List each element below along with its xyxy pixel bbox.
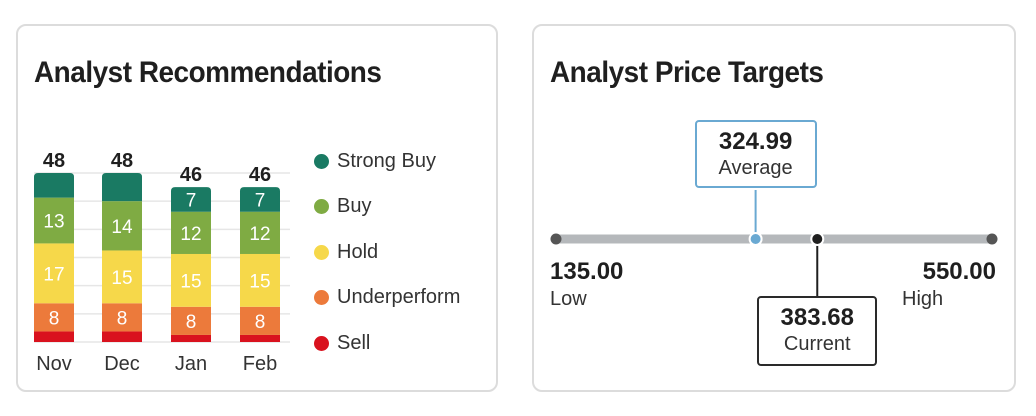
segment-value-label: 8 (255, 312, 266, 333)
legend-swatch (314, 335, 329, 351)
x-tick-label: Dec (104, 353, 140, 375)
average-marker (748, 232, 763, 246)
bar-segment-hold (34, 243, 74, 304)
current-price-box: 383.68 Current (757, 296, 878, 366)
segment-value-label: 8 (49, 308, 60, 329)
bar-total-label: 48 (43, 150, 65, 172)
bar-segment-underperform (240, 306, 280, 335)
low-marker (550, 233, 562, 245)
legend-label: Strong Buy (337, 149, 436, 172)
bar-segment-strong-buy (171, 187, 211, 212)
high-label: High (902, 288, 944, 310)
legend-item-buy: Buy (314, 183, 371, 229)
price-targets-title: Analyst Price Targets (550, 56, 824, 89)
current-value: 383.68 (780, 304, 854, 331)
bar-segment-buy (34, 197, 74, 244)
segment-value-label: 7 (186, 190, 197, 211)
bar-total-label: 46 (180, 164, 202, 186)
segment-value-label: 15 (180, 271, 201, 292)
average-value: 324.99 (718, 128, 793, 155)
recommendations-card: Analyst Recommendations 8 17 13 48 Nov 8 15 14 4… (16, 24, 498, 392)
recommendations-title: Analyst Recommendations (34, 56, 382, 89)
legend-label: Sell (337, 331, 371, 354)
bar-segment-strong-buy (240, 187, 280, 212)
x-tick-label: Nov (36, 353, 72, 375)
low-value: 135.00 (550, 258, 624, 285)
legend-label: Underperform (337, 285, 461, 308)
legend-swatch (314, 289, 329, 305)
segment-value-label: 8 (117, 308, 128, 329)
legend-label: Buy (337, 194, 372, 217)
legend-label: Hold (337, 240, 379, 263)
bar-segment-sell (171, 334, 211, 342)
current-marker (810, 232, 825, 246)
current-label: Current (783, 333, 851, 355)
bar-segment-hold (240, 253, 280, 307)
legend-item-hold: Hold (314, 229, 378, 275)
bar-segment-hold (102, 250, 142, 304)
bar-segment-buy (102, 201, 142, 251)
bar-segment-underperform (34, 303, 74, 332)
x-tick-label: Jan (175, 353, 207, 375)
segment-value-label: 8 (186, 312, 197, 333)
bar-segment-sell (102, 331, 142, 342)
average-label: Average (718, 157, 793, 179)
bar-total-label: 46 (249, 164, 271, 186)
legend-swatch (314, 198, 329, 214)
segment-value-label: 14 (111, 217, 133, 238)
high-marker (986, 233, 998, 245)
segment-value-label: 17 (43, 264, 64, 285)
legend-item-sell: Sell (314, 320, 370, 366)
average-target-box: 324.99 Average (694, 120, 817, 188)
high-value: 550.00 (922, 258, 996, 285)
low-label: Low (550, 288, 587, 310)
segment-value-label: 7 (255, 190, 266, 211)
x-tick-label: Feb (243, 353, 277, 375)
legend-swatch (314, 244, 329, 260)
bar-segment-buy (240, 211, 280, 254)
bar-segment-hold (171, 253, 211, 307)
bar-segment-strong-buy (102, 173, 142, 202)
bar-segment-underperform (171, 306, 211, 335)
bar-segment-underperform (102, 303, 142, 332)
bar-total-label: 48 (111, 150, 133, 172)
bar-segment-sell (240, 334, 280, 342)
legend-item-underperform: Underperform (314, 274, 460, 320)
bar-segment-sell (34, 331, 74, 342)
bar-segment-buy (171, 211, 211, 254)
segment-value-label: 12 (249, 224, 270, 245)
recommendations-chart: 8 17 13 48 Nov 8 15 14 48 Dec 8 15 12 7 46 Jan 8 15 12 7 46 F… (34, 150, 290, 375)
bar-segment-strong-buy (34, 173, 74, 198)
legend-swatch (314, 153, 329, 169)
segment-value-label: 13 (43, 212, 64, 233)
legend-item-strong-buy: Strong Buy (314, 138, 436, 184)
segment-value-label: 15 (111, 268, 132, 289)
segment-value-label: 12 (180, 224, 201, 245)
segment-value-label: 15 (249, 271, 270, 292)
price-target-track (550, 190, 998, 298)
price-targets-card: Analyst Price Targets 324.99 Average 383… (532, 24, 1016, 392)
